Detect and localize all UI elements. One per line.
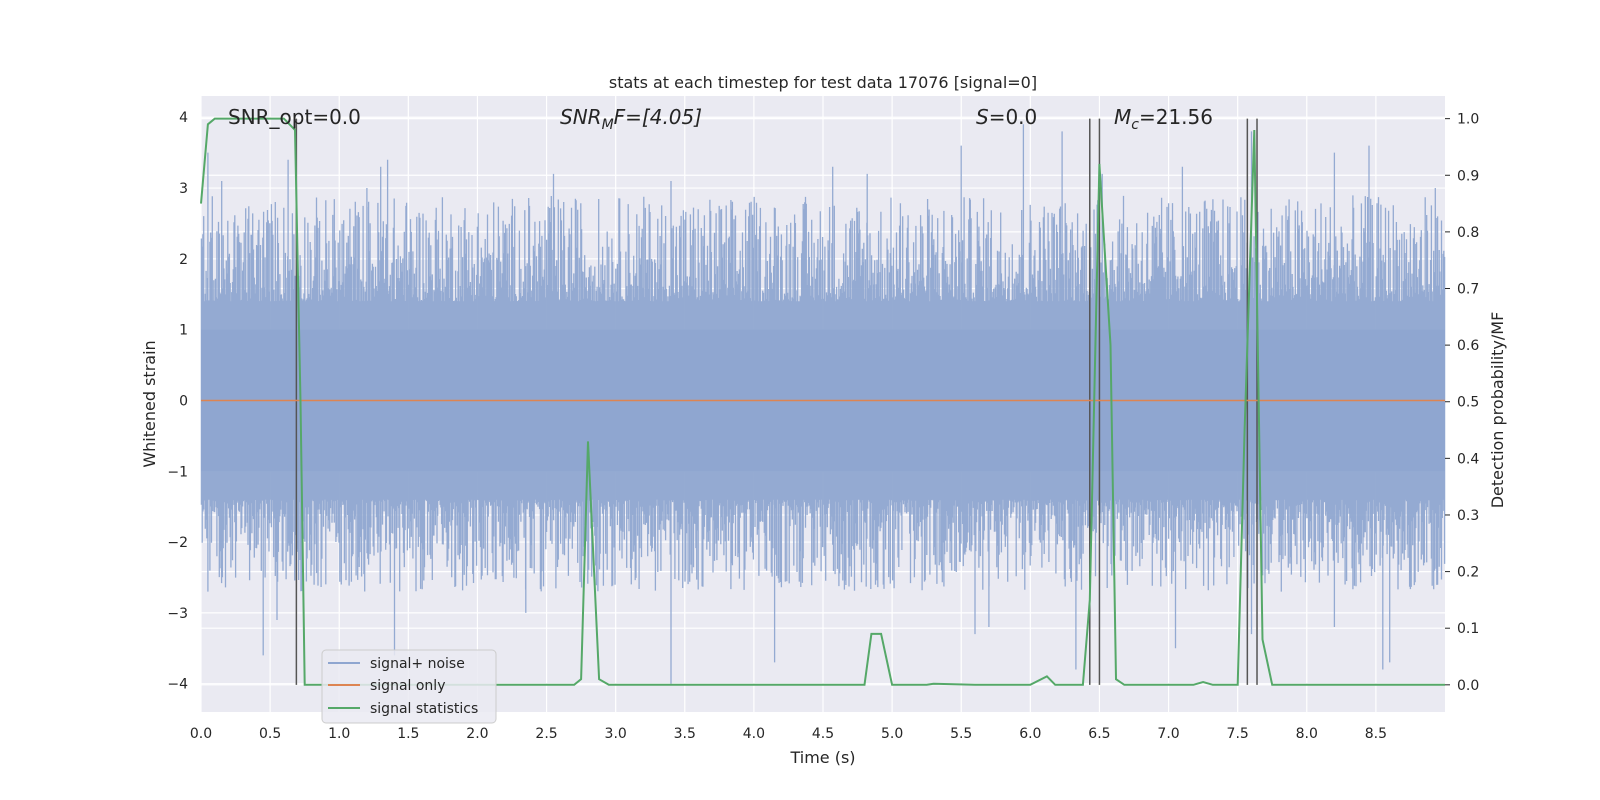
signal-statistics-line xyxy=(200,117,1445,686)
x-tick-label: 5.0 xyxy=(881,726,903,742)
y-tick-label: 4 xyxy=(179,110,188,126)
x-tick-label: 3.0 xyxy=(605,726,627,742)
y-tick-label: −4 xyxy=(167,677,188,693)
x-tick-label: 8.0 xyxy=(1296,726,1318,742)
y2-tick-label: 0.3 xyxy=(1457,508,1479,524)
y-tick-labels: 4 3 2 1 0 −1 −2 −3 −4 xyxy=(167,110,188,692)
x-tick-label: 6.0 xyxy=(1019,726,1041,742)
y2-tick-label: 0.6 xyxy=(1457,338,1479,354)
x-tick-label: 0.0 xyxy=(190,726,212,742)
y2-tick-label: 0.9 xyxy=(1457,168,1479,184)
x-tick-labels: 0.0 0.5 1.0 1.5 2.0 2.5 3.0 3.5 4.0 4.5 5.0 5.5 6.0 6… xyxy=(190,726,1387,742)
legend-box xyxy=(321,649,497,724)
x-tick-label: 2.0 xyxy=(466,726,488,742)
y2-tick-label: 0.5 xyxy=(1457,395,1479,411)
x-tick-label: 4.0 xyxy=(743,726,765,742)
annotation-s: S=0.0 xyxy=(976,105,1037,129)
y-tick-label: 1 xyxy=(179,323,188,339)
legend-label-signal-noise: signal+ noise xyxy=(370,656,465,672)
x-tick-label: 7.0 xyxy=(1157,726,1179,742)
legend: signal+ noise signal only signal statist… xyxy=(321,649,497,724)
x-tick-label: 1.0 xyxy=(328,726,350,742)
x-tick-label: 1.5 xyxy=(397,726,419,742)
y2-tick-label: 0.4 xyxy=(1457,451,1479,467)
y-tick-label: −2 xyxy=(167,535,188,551)
y-tick-label: 2 xyxy=(179,252,188,268)
x-tick-label: 3.5 xyxy=(674,726,696,742)
annotation-mc: Mc=21.56 xyxy=(1114,105,1213,133)
legend-label-signal-statistics: signal statistics xyxy=(370,701,478,717)
y2-tick-label: 0.0 xyxy=(1457,678,1479,694)
x-tick-label: 7.5 xyxy=(1227,726,1249,742)
x-axis-label: Time (s) xyxy=(789,748,855,767)
signal-statistics-series xyxy=(200,117,1445,686)
legend-label-signal-only: signal only xyxy=(370,678,445,694)
y2-tick-label: 1.0 xyxy=(1457,112,1479,128)
x-tick-label: 8.5 xyxy=(1365,726,1387,742)
x-tick-label: 2.5 xyxy=(535,726,557,742)
y-tick-label: 3 xyxy=(179,181,188,197)
x-tick-label: 6.5 xyxy=(1088,726,1110,742)
annotation-snr-mf: SNRMF=[4.05] xyxy=(560,105,702,133)
annotation-snr-opt: SNR_opt=0.0 xyxy=(228,105,361,129)
x-tick-label: 5.5 xyxy=(950,726,972,742)
x-tick-label: 0.5 xyxy=(259,726,281,742)
y2-tick-label: 0.2 xyxy=(1457,565,1479,581)
y2-axis-label: Detection probability/MF xyxy=(1488,312,1507,509)
y-tick-label: −3 xyxy=(167,606,188,622)
y-tick-label: −1 xyxy=(167,464,188,480)
y2-tick-labels: 1.0 0.9 0.8 0.7 0.6 0.5 0.4 0.3 0.2 0.1 0.0 xyxy=(1445,112,1479,694)
chart-title: stats at each timestep for test data 170… xyxy=(609,73,1037,92)
x-tick-label: 4.5 xyxy=(812,726,834,742)
y-tick-label: 0 xyxy=(179,393,188,409)
y-axis-label: Whitened strain xyxy=(140,340,159,467)
y2-tick-label: 0.1 xyxy=(1457,621,1479,637)
y2-tick-label: 0.7 xyxy=(1457,282,1479,298)
y2-tick-label: 0.8 xyxy=(1457,225,1479,241)
